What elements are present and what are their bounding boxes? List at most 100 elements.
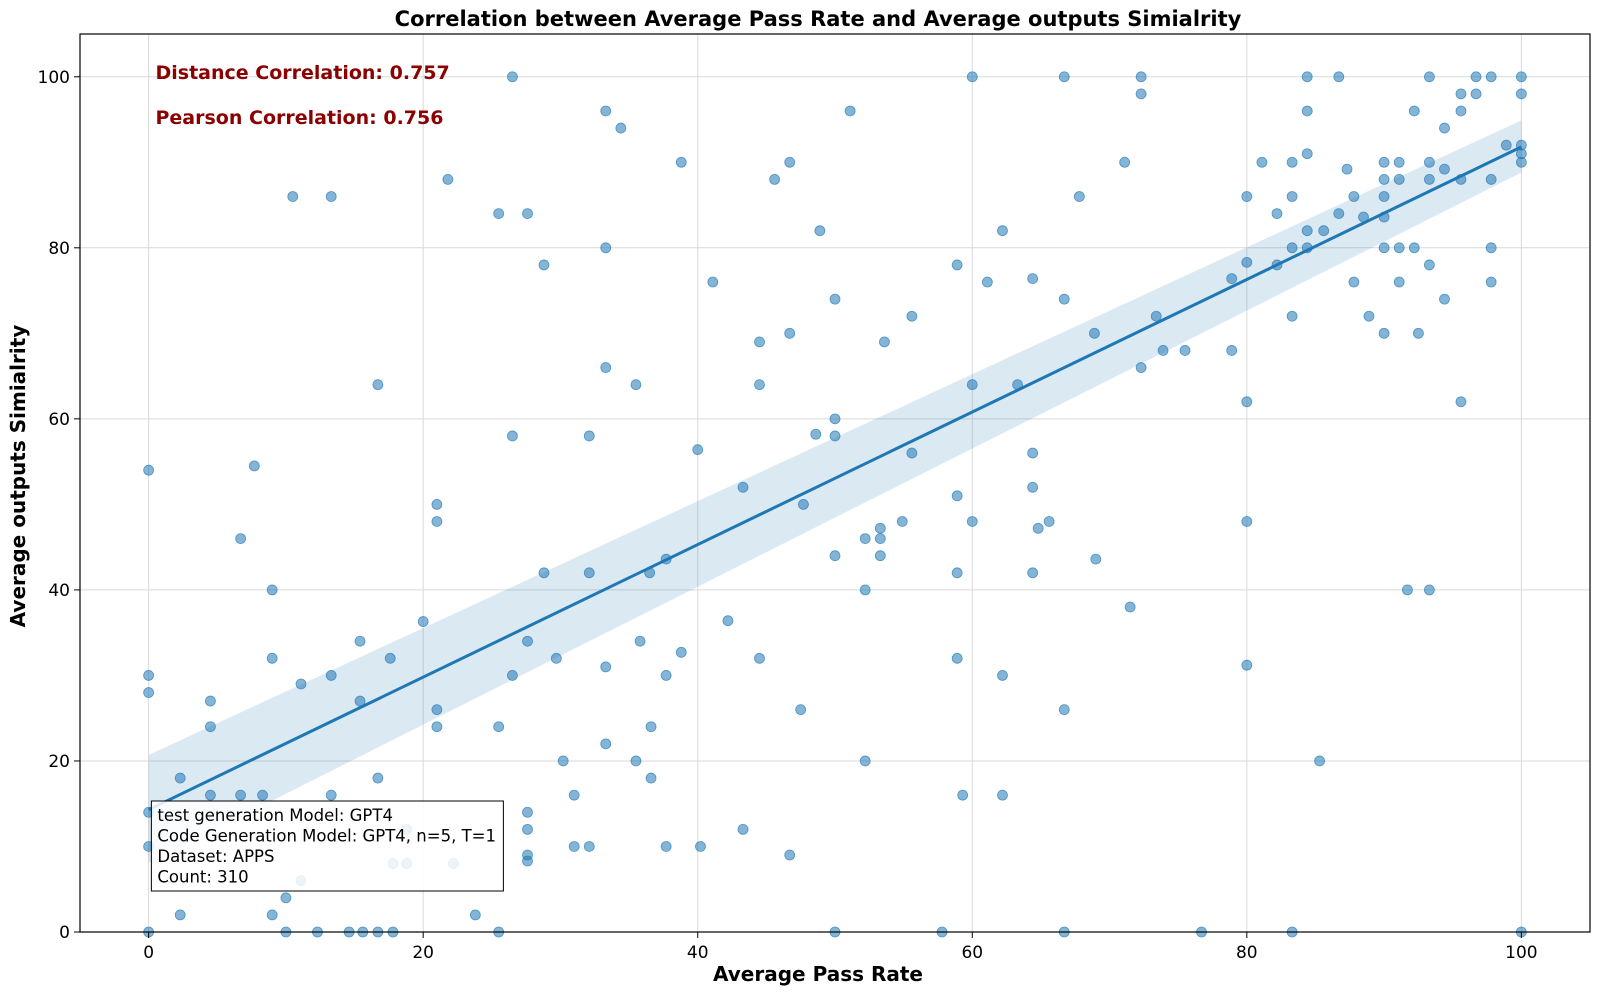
data-point xyxy=(634,635,646,647)
data-point xyxy=(507,430,518,442)
data-point xyxy=(431,704,443,716)
data-point xyxy=(522,208,533,220)
data-point xyxy=(1455,105,1467,117)
data-point xyxy=(1515,71,1527,83)
data-point xyxy=(600,738,612,750)
info-box-line: test generation Model: GPT4 xyxy=(157,806,393,825)
data-point xyxy=(645,721,657,733)
data-point xyxy=(1455,396,1467,408)
data-point xyxy=(1032,522,1044,534)
data-point xyxy=(442,173,454,185)
data-point xyxy=(707,276,719,288)
data-point xyxy=(874,550,886,562)
y-tick-label: 0 xyxy=(59,923,70,943)
x-tick-label: 100 xyxy=(1505,943,1537,963)
data-point xyxy=(784,156,796,168)
data-point xyxy=(1119,156,1131,168)
data-point xyxy=(507,670,518,681)
data-point xyxy=(1027,447,1039,459)
data-point xyxy=(675,156,687,168)
data-point xyxy=(600,661,612,673)
data-point xyxy=(1423,173,1435,185)
data-point xyxy=(810,428,822,440)
data-point xyxy=(1027,567,1039,579)
data-point xyxy=(1271,208,1283,220)
data-point xyxy=(896,516,908,527)
data-point xyxy=(522,806,533,818)
data-point xyxy=(1378,156,1390,168)
data-point xyxy=(829,430,841,442)
data-point xyxy=(1333,71,1345,83)
info-box-line: Count: 310 xyxy=(157,868,248,887)
data-point xyxy=(1455,88,1467,100)
data-point xyxy=(372,379,384,391)
data-point xyxy=(1485,173,1497,185)
data-point xyxy=(1408,105,1420,117)
data-point xyxy=(1378,191,1390,202)
data-point xyxy=(568,789,580,801)
data-point xyxy=(1301,105,1313,117)
data-point xyxy=(1470,71,1482,83)
data-point xyxy=(754,379,765,391)
data-point xyxy=(235,789,247,801)
y-tick-label: 80 xyxy=(48,239,70,259)
data-point xyxy=(1439,163,1450,175)
data-point xyxy=(266,652,278,664)
data-point xyxy=(205,695,216,707)
data-point xyxy=(859,584,871,596)
data-point xyxy=(280,892,292,904)
data-point xyxy=(1301,71,1313,83)
data-point xyxy=(557,755,569,767)
data-point xyxy=(1402,584,1413,596)
data-point xyxy=(522,635,533,647)
data-point xyxy=(287,191,299,202)
data-point xyxy=(1179,345,1191,356)
data-point xyxy=(1027,273,1039,284)
y-tick-label: 20 xyxy=(48,752,70,772)
data-point xyxy=(737,481,749,493)
data-point xyxy=(1423,584,1435,596)
data-point xyxy=(1378,242,1390,254)
data-point xyxy=(1090,553,1102,565)
info-box-line: Dataset: APPS xyxy=(157,847,274,866)
data-point xyxy=(538,259,550,271)
data-point xyxy=(1286,310,1298,322)
data-point xyxy=(784,327,796,339)
data-point xyxy=(1157,345,1169,356)
data-point xyxy=(469,909,481,921)
data-point xyxy=(951,259,963,271)
data-point xyxy=(906,447,918,459)
data-point xyxy=(266,584,278,596)
data-point xyxy=(1286,242,1298,254)
data-point xyxy=(1314,755,1325,767)
data-point xyxy=(205,789,216,801)
data-point xyxy=(1027,481,1039,493)
data-point xyxy=(1043,516,1055,527)
data-point xyxy=(997,225,1008,237)
data-point xyxy=(354,635,366,647)
data-point xyxy=(1515,88,1527,100)
data-point xyxy=(722,615,734,627)
data-point xyxy=(257,789,268,801)
data-point xyxy=(417,616,429,627)
data-point xyxy=(174,772,186,784)
data-point xyxy=(1241,191,1253,202)
data-point xyxy=(798,498,809,510)
data-point xyxy=(1393,242,1405,254)
data-point xyxy=(966,379,978,391)
data-point xyxy=(859,533,871,544)
data-point xyxy=(1485,242,1497,254)
x-tick-label: 60 xyxy=(961,943,983,963)
data-point xyxy=(600,105,612,117)
data-point xyxy=(1408,242,1420,254)
data-point xyxy=(1485,276,1497,288)
data-point xyxy=(966,516,978,527)
data-point xyxy=(1226,345,1238,356)
data-point xyxy=(829,413,841,425)
pearson-correlation-text: Pearson Correlation: 0.756 xyxy=(156,107,444,129)
data-point xyxy=(248,460,260,472)
data-point xyxy=(522,855,533,867)
data-point xyxy=(538,567,550,579)
data-point xyxy=(630,379,642,391)
data-point xyxy=(600,242,612,254)
